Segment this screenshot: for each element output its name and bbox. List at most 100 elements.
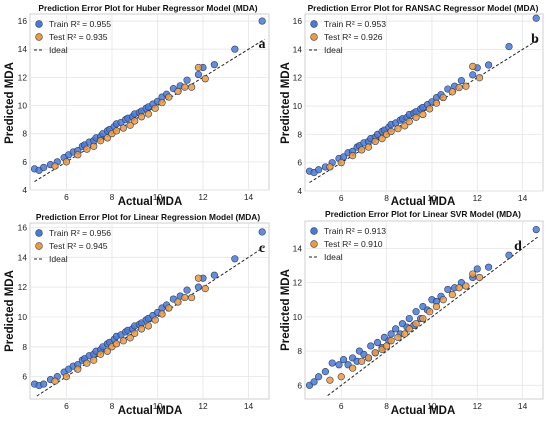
test-point xyxy=(144,110,152,118)
panel-label: d xyxy=(514,239,522,254)
train-series xyxy=(30,17,266,174)
legend-test-label: Test R² = 0.935 xyxy=(49,32,108,42)
test-point xyxy=(448,290,456,299)
y-axis-label: Predicted MDA xyxy=(4,62,16,144)
test-point xyxy=(337,159,345,167)
y-tick-label: 14 xyxy=(18,252,28,262)
y-tick-label: 6 xyxy=(297,158,302,168)
test-point xyxy=(131,329,139,337)
x-axis-label: Actual MDA xyxy=(118,196,183,208)
chart-title: Prediction Error Plot for Linear SVR Mod… xyxy=(325,209,521,219)
y-tick-label: 16 xyxy=(18,16,28,26)
test-point xyxy=(90,356,98,364)
test-point xyxy=(62,373,71,381)
test-point xyxy=(412,113,420,121)
test-point xyxy=(337,373,345,381)
test-point xyxy=(462,282,470,290)
test-point xyxy=(387,127,395,136)
x-tick-label: 14 xyxy=(518,193,528,203)
test-point xyxy=(448,88,456,96)
x-tick-label: 8 xyxy=(110,401,115,411)
test-point xyxy=(181,83,189,91)
train-point xyxy=(183,286,191,294)
y-tick-label: 14 xyxy=(293,44,303,54)
test-series xyxy=(51,274,209,385)
train-point xyxy=(367,342,375,350)
legend-test-label: Test R² = 0.945 xyxy=(49,241,108,251)
test-point xyxy=(83,145,91,153)
train-point xyxy=(328,359,336,367)
train-point xyxy=(40,163,48,172)
test-point xyxy=(349,364,357,372)
test-point xyxy=(83,359,91,367)
legend-train-label: Train R² = 0.956 xyxy=(49,228,111,238)
test-series xyxy=(326,62,484,171)
chart-panel-c: 6 8 10 12 14 6 8 10 12 14 16 Train R² = 0.956 Test R… xyxy=(4,212,270,417)
train-point xyxy=(444,285,452,294)
test-point xyxy=(326,376,334,384)
y-tick-label: 12 xyxy=(18,282,28,292)
ideal-line xyxy=(327,236,539,396)
test-point xyxy=(201,75,209,83)
test-point xyxy=(96,350,105,358)
test-point xyxy=(144,322,152,330)
test-point xyxy=(188,83,196,91)
y-tick-label: 12 xyxy=(293,278,303,288)
chart-panel-a: 6 8 10 12 14 4 6 8 10 12 14 16 Train R² = 0.955 Test … xyxy=(4,3,270,208)
y-tick-label: 4 xyxy=(22,185,27,195)
train-point xyxy=(335,361,343,369)
chart-title: Prediction Error Plot for Huber Regresso… xyxy=(38,3,257,13)
train-point xyxy=(457,76,466,85)
train-point xyxy=(392,325,400,333)
legend-train-label: Train R² = 0.953 xyxy=(324,19,386,29)
test-point xyxy=(364,143,373,151)
test-point xyxy=(74,151,82,159)
test-series xyxy=(51,63,209,170)
x-tick-label: 10 xyxy=(427,401,437,411)
test-point xyxy=(103,347,111,355)
legend-train-marker xyxy=(310,227,318,235)
test-point xyxy=(419,110,427,119)
x-tick-label: 6 xyxy=(64,192,69,202)
x-tick-label: 10 xyxy=(153,401,163,411)
x-tick-label: 6 xyxy=(64,401,69,411)
test-point xyxy=(137,325,146,333)
test-point xyxy=(439,296,447,304)
test-point xyxy=(165,304,173,312)
legend-train-label: Train R² = 0.913 xyxy=(324,226,386,236)
train-point xyxy=(194,283,203,291)
train-point xyxy=(310,378,318,386)
test-point xyxy=(126,334,134,342)
ideal-line xyxy=(36,246,265,397)
test-point xyxy=(401,122,409,130)
legend-test-marker xyxy=(310,33,318,41)
x-tick-label: 14 xyxy=(244,192,254,202)
test-point xyxy=(455,284,463,292)
y-tick-label: 6 xyxy=(22,157,27,167)
test-point xyxy=(405,325,413,333)
test-point xyxy=(181,293,189,302)
train-point xyxy=(194,70,203,79)
test-point xyxy=(174,87,182,96)
train-point xyxy=(532,14,540,22)
test-point xyxy=(358,357,366,365)
test-point xyxy=(96,137,105,145)
train-point xyxy=(485,263,493,271)
legend-ideal-label: Ideal xyxy=(49,45,68,55)
y-tick-label: 14 xyxy=(18,44,28,54)
test-point xyxy=(475,74,484,82)
test-point xyxy=(103,134,111,142)
test-point xyxy=(158,99,166,107)
test-point xyxy=(119,337,127,345)
y-axis-label: Predicted MDA xyxy=(280,269,292,351)
legend-test-marker xyxy=(35,33,43,41)
test-point xyxy=(405,118,413,126)
y-tick-label: 6 xyxy=(297,380,302,390)
panel-label: b xyxy=(531,32,539,47)
chart-panel-b: 6 8 10 12 14 4 6 8 10 12 14 16 Train R² = 0.953 Test … xyxy=(280,3,544,208)
legend-train-marker xyxy=(35,20,43,28)
x-tick-label: 12 xyxy=(473,193,483,203)
train-point xyxy=(315,166,323,174)
x-tick-label: 8 xyxy=(384,193,389,203)
